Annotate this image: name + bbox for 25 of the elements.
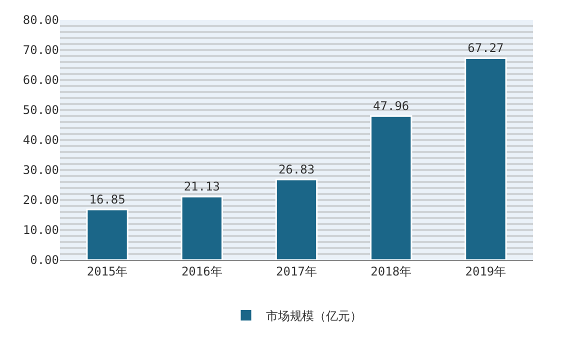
data-label: 47.96 — [373, 99, 410, 114]
x-tick-label: 2019年 — [465, 264, 506, 278]
y-tick-label: 50.00 — [22, 103, 59, 118]
x-tick-label: 2018年 — [370, 264, 412, 278]
bar — [370, 115, 412, 260]
data-label: 21.13 — [184, 180, 220, 194]
y-tick-label: 10.00 — [22, 223, 59, 238]
y-tick-label: 30.00 — [22, 163, 59, 178]
y-tick-label: 60.00 — [22, 73, 59, 88]
bar — [464, 57, 507, 260]
bar — [180, 196, 223, 260]
data-label: 67.27 — [468, 41, 504, 56]
data-label: 26.83 — [278, 162, 315, 177]
x-tick-label: 2016年 — [181, 264, 222, 278]
x-tick-label: 2015年 — [86, 264, 128, 278]
data-label: 16.85 — [89, 192, 126, 206]
legend-label: 市场规模（亿元） — [266, 308, 362, 323]
bar — [86, 208, 128, 260]
bar — [275, 178, 318, 260]
x-tick-label: 2017年 — [276, 264, 317, 278]
y-tick-label: 40.00 — [22, 133, 59, 148]
y-tick-label: 20.00 — [22, 193, 59, 208]
y-tick-label: 0.00 — [30, 253, 59, 268]
y-tick-label: 70.00 — [22, 43, 59, 58]
y-tick-label: 80.00 — [22, 13, 59, 28]
